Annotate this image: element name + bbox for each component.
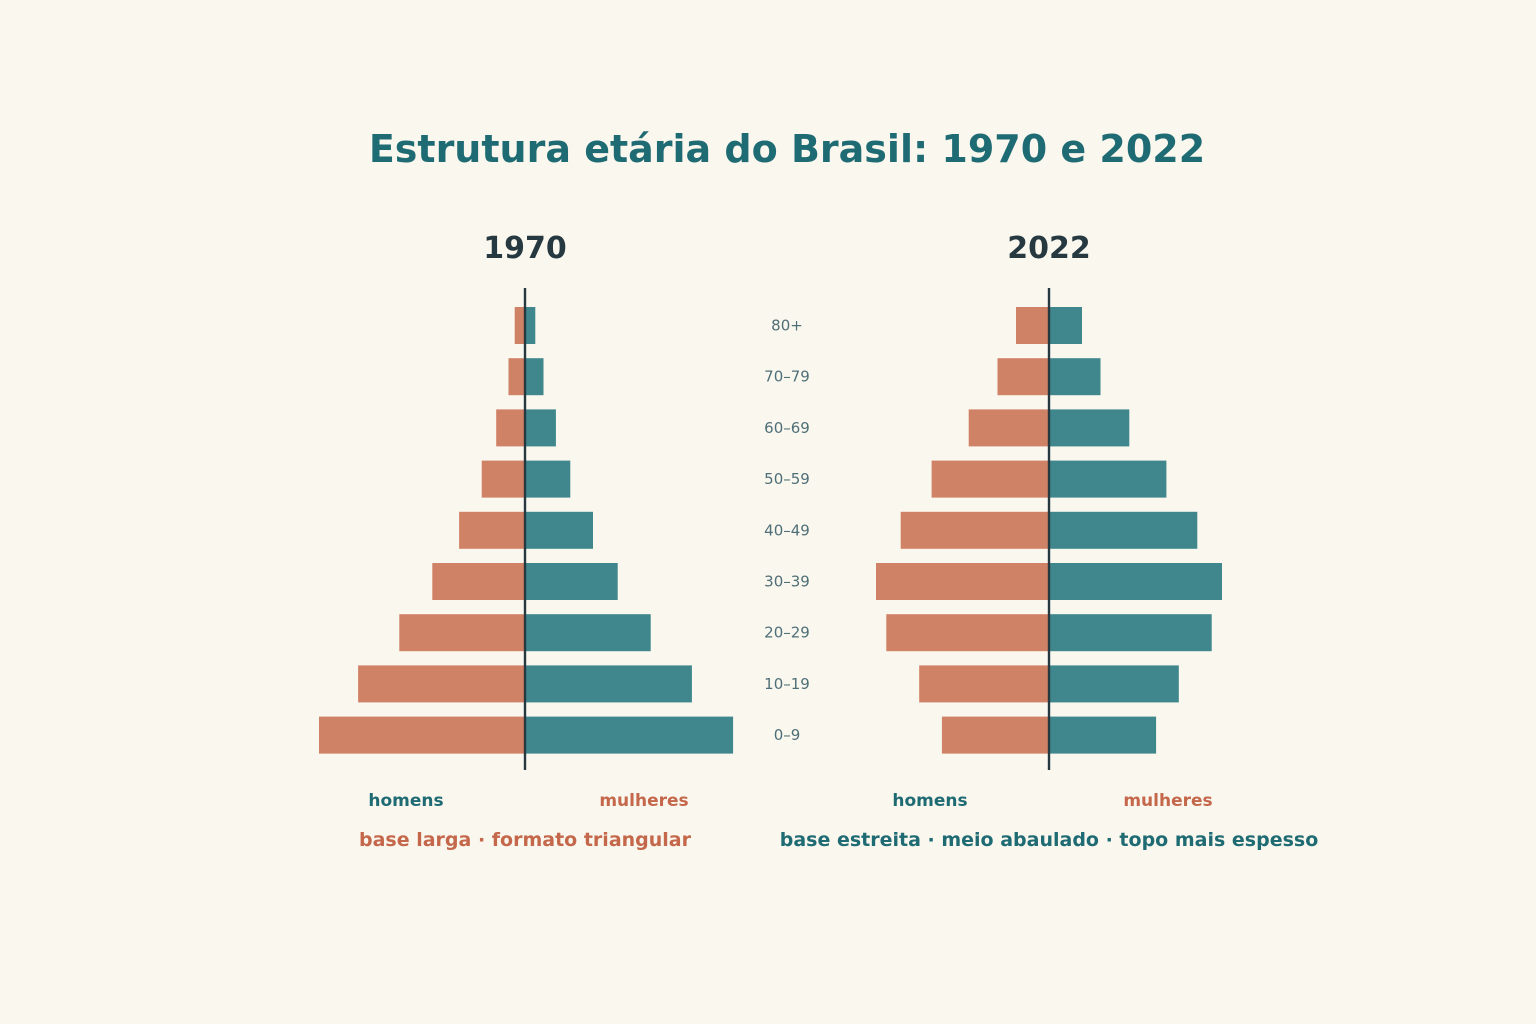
legend-homens-2022: homens	[892, 791, 967, 811]
bar-2022-homens-30–39	[876, 563, 1049, 600]
bar-2022-mulheres-30–39	[1049, 563, 1222, 600]
bar-1970-homens-60–69	[496, 409, 525, 447]
bar-2022-homens-0–9	[941, 716, 1049, 754]
bar-2022-homens-70–79	[997, 358, 1049, 396]
bar-1970-mulheres-20–29	[525, 614, 651, 652]
bar-1970-homens-40–49	[459, 511, 525, 549]
caption-1970: base larga · formato triangular	[359, 829, 692, 851]
bar-2022-homens-40–49	[900, 511, 1049, 549]
bar-2022-mulheres-0–9	[1049, 716, 1157, 754]
bar-2022-homens-10–19	[919, 665, 1049, 703]
bar-1970-mulheres-40–49	[525, 511, 593, 549]
bar-2022-mulheres-10–19	[1049, 665, 1179, 703]
age-label-40–49: 40–49	[764, 521, 810, 539]
bar-2022-mulheres-40–49	[1049, 511, 1198, 549]
bar-2022-homens-20–29	[886, 614, 1049, 652]
bar-2022-mulheres-60–69	[1049, 409, 1130, 447]
legend-homens-1970: homens	[368, 791, 443, 811]
bar-1970-mulheres-50–59	[525, 460, 571, 498]
bar-1970-homens-20–29	[399, 614, 525, 652]
age-label-10–19: 10–19	[764, 675, 810, 693]
legend-mulheres-1970: mulheres	[599, 791, 688, 811]
panel-title-1970: 1970	[483, 231, 567, 266]
age-label-60–69: 60–69	[764, 419, 810, 437]
bar-2022-homens-60–69	[968, 409, 1049, 447]
bar-1970-mulheres-10–19	[525, 665, 692, 703]
bar-1970-homens-50–59	[481, 460, 525, 498]
bar-2022-mulheres-80+	[1049, 307, 1082, 344]
bar-1970-homens-30–39	[432, 563, 525, 600]
panel-title-2022: 2022	[1007, 231, 1091, 266]
bar-2022-mulheres-50–59	[1049, 460, 1167, 498]
bar-1970-mulheres-0–9	[525, 716, 734, 754]
bar-1970-homens-10–19	[358, 665, 525, 703]
age-labels-group: 80+ 70–79 60–69 50–59 40–49 30–39 20–29 10–19 0–…	[764, 317, 810, 745]
chart-title: Estrutura etária do Brasil: 1970 e 2022	[369, 127, 1205, 171]
bar-1970-mulheres-60–69	[525, 409, 556, 447]
bar-2022-homens-50–59	[931, 460, 1049, 498]
age-label-0–9: 0–9	[774, 726, 801, 744]
bar-1970-mulheres-70–79	[525, 358, 544, 396]
bar-2022-mulheres-20–29	[1049, 614, 1212, 652]
bar-2022-mulheres-70–79	[1049, 358, 1101, 396]
age-label-80+: 80+	[771, 317, 803, 335]
age-label-50–59: 50–59	[764, 470, 810, 488]
legend-mulheres-2022: mulheres	[1123, 791, 1212, 811]
caption-2022: base estreita · meio abaulado · topo mai…	[780, 829, 1319, 851]
bars-group	[319, 307, 1222, 754]
bar-1970-mulheres-80+	[525, 307, 536, 344]
bar-1970-mulheres-30–39	[525, 563, 618, 600]
bar-2022-homens-80+	[1016, 307, 1049, 344]
age-label-30–39: 30–39	[764, 573, 810, 591]
bar-1970-homens-80+	[514, 307, 525, 344]
age-label-20–29: 20–29	[764, 624, 810, 642]
age-label-70–79: 70–79	[764, 368, 810, 386]
bar-1970-homens-70–79	[508, 358, 525, 396]
bar-1970-homens-0–9	[319, 716, 525, 754]
